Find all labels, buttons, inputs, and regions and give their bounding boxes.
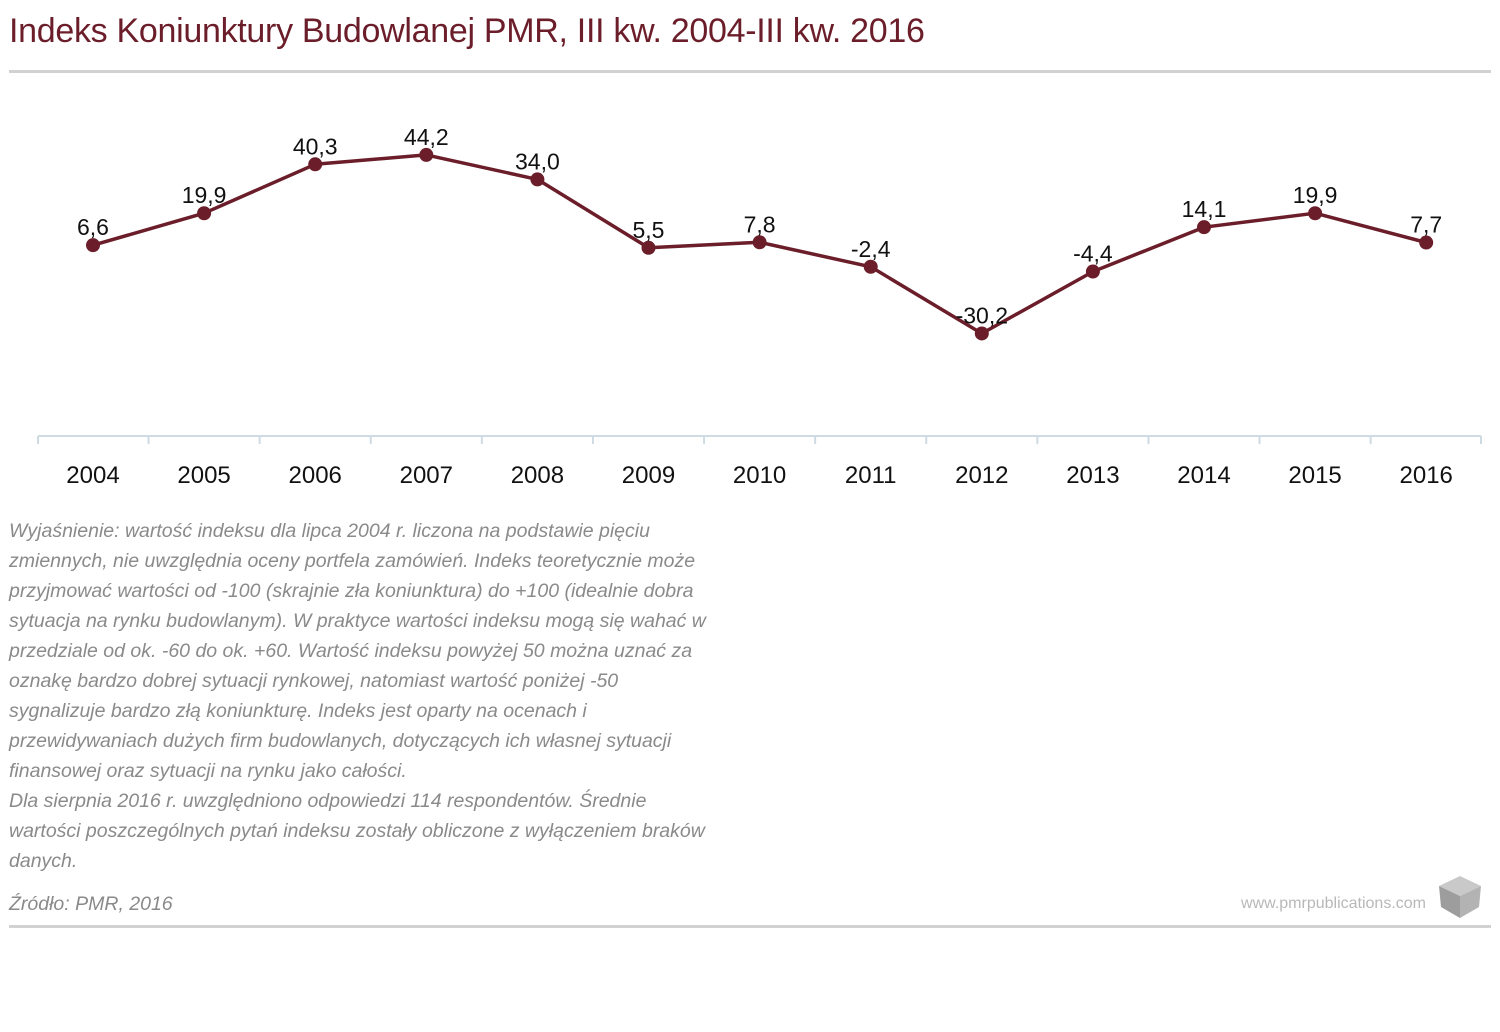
x-tick-labels: 2004 2005 2006 2007 2008 2009 2010 2011 2012 2013…	[66, 462, 1453, 489]
explanation-paragraph-1: Wyjaśnienie: wartość indeksu dla lipca 2…	[9, 520, 706, 782]
data-point	[863, 259, 878, 274]
data-label: -4,4	[1073, 241, 1113, 267]
series-points	[86, 147, 1434, 341]
data-point	[1197, 220, 1211, 235]
data-labels: 6,6 19,9 40,3 44,2 34,0 5,5 7,8 -2,4 -30,2 -4,4 14…	[77, 124, 1442, 329]
data-point	[419, 147, 434, 162]
x-tick-label: 2012	[955, 462, 1008, 489]
data-point	[752, 235, 767, 250]
x-tick-label: 2011	[845, 462, 897, 489]
data-label: 6,6	[77, 214, 109, 240]
explanation-note: Wyjaśnienie: wartość indeksu dla lipca 2…	[9, 516, 719, 876]
data-point	[1085, 264, 1100, 279]
explanation-paragraph-2: Dla sierpnia 2016 r. uwzględniono odpowi…	[9, 790, 705, 872]
data-point	[308, 157, 323, 172]
data-label: 5,5	[633, 217, 665, 243]
data-label: 7,8	[744, 211, 776, 237]
x-axis	[37, 435, 1482, 444]
data-label: 34,0	[515, 148, 560, 174]
chart-title: Indeks Koniunktury Budowlanej PMR, III k…	[9, 12, 925, 50]
data-label: -2,4	[851, 236, 891, 262]
x-tick-label: 2007	[400, 462, 453, 489]
x-tick-label: 2008	[511, 462, 564, 489]
data-label: 40,3	[293, 133, 338, 159]
x-tick-label: 2010	[733, 462, 786, 489]
data-point	[530, 172, 545, 187]
x-tick-label: 2006	[289, 462, 342, 489]
x-tick-label: 2016	[1400, 462, 1453, 489]
x-tick-label: 2009	[622, 462, 675, 489]
line-chart: 6,6 19,9 40,3 44,2 34,0 5,5 7,8 -2,4 -30,2 -4,4 14…	[37, 124, 1482, 489]
x-tick-label: 2014	[1177, 462, 1230, 489]
x-tick-label: 2013	[1066, 462, 1119, 489]
data-label: 19,9	[182, 182, 227, 208]
data-label: 7,7	[1410, 212, 1442, 238]
data-label: -30,2	[956, 302, 1008, 328]
data-label: 14,1	[1182, 196, 1227, 222]
cube-logo-icon	[1439, 876, 1481, 918]
bottom-divider	[9, 925, 1491, 928]
data-label: 19,9	[1293, 182, 1338, 208]
data-point	[641, 240, 656, 255]
website-link[interactable]: www.pmrpublications.com	[1241, 895, 1426, 912]
top-divider	[9, 70, 1491, 73]
x-tick-label: 2015	[1288, 462, 1341, 489]
source-note: Źródło: PMR, 2016	[9, 893, 173, 915]
data-point	[86, 238, 100, 253]
data-point	[1419, 235, 1434, 250]
x-tick-label: 2004	[66, 462, 119, 489]
data-point	[1308, 206, 1323, 221]
data-label: 44,2	[404, 124, 449, 150]
x-tick-label: 2005	[177, 462, 230, 489]
data-point	[974, 326, 989, 341]
data-point	[197, 206, 212, 221]
